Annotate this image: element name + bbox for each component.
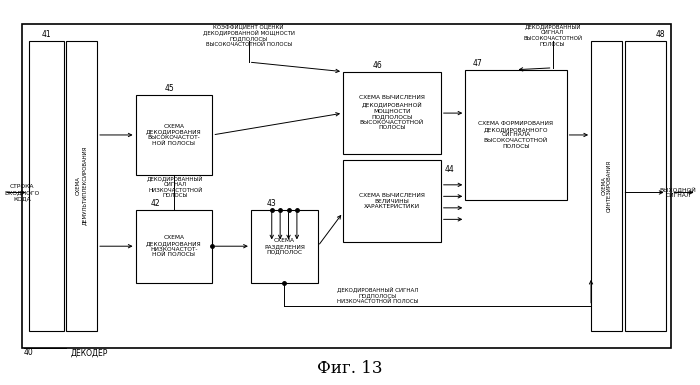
Bar [466, 70, 566, 200]
Text: ДЕКОДИРОВАННЫЙ
СИГНАЛ
ВЫСОКОЧАСТОТНОЙ
ПОЛОСЫ: ДЕКОДИРОВАННЫЙ СИГНАЛ ВЫСОКОЧАСТОТНОЙ ПО… [523, 24, 582, 47]
Text: СХЕМА
ДЕКОДИРОВАНИЯ
ВЫСОКОЧАСТОТ-
НОЙ ПОЛОСЫ: СХЕМА ДЕКОДИРОВАНИЯ ВЫСОКОЧАСТОТ- НОЙ ПО… [146, 124, 202, 146]
Bar [136, 210, 212, 283]
Text: ВЫХОДНОЙ
СИГНАЛ: ВЫХОДНОЙ СИГНАЛ [660, 187, 696, 198]
Text: ДЕКОДИРОВАННЫЙ
СИГНАЛ
НИЗКОЧАСТОТНОЙ
ПОЛОСЫ: ДЕКОДИРОВАННЫЙ СИГНАЛ НИЗКОЧАСТОТНОЙ ПОЛ… [147, 175, 204, 199]
Text: СТРОКА
ВХОДНОГО
КОДА: СТРОКА ВХОДНОГО КОДА [4, 184, 39, 201]
Bar [136, 95, 212, 175]
Text: СХЕМА
ДЕКОДИРОВАНИЯ
НИЗКОЧАСТОТ-
НОЙ ПОЛОСЫ: СХЕМА ДЕКОДИРОВАНИЯ НИЗКОЧАСТОТ- НОЙ ПОЛ… [146, 235, 202, 258]
Text: Фиг. 13: Фиг. 13 [317, 360, 383, 377]
Bar [624, 41, 666, 331]
Text: 42: 42 [151, 199, 160, 208]
Bar [591, 41, 622, 331]
Bar [29, 41, 64, 331]
Text: СХЕМА
ДЕМУЛЬТИПЛЕКСИРОВАНИЯ: СХЕМА ДЕМУЛЬТИПЛЕКСИРОВАНИЯ [76, 146, 87, 226]
Text: 48: 48 [656, 30, 666, 39]
Text: 47: 47 [473, 59, 482, 68]
Text: 44: 44 [444, 165, 454, 174]
Text: СХЕМА
СИНТЕЗИРОВАНИЯ: СХЕМА СИНТЕЗИРОВАНИЯ [601, 160, 612, 212]
Text: 41: 41 [41, 30, 51, 39]
Text: 43: 43 [266, 199, 276, 208]
Text: 40: 40 [24, 348, 34, 357]
Text: СХЕМА ВЫЧИСЛЕНИЯ
ВЕЛИЧИНЫ
ХАРАКТЕРИСТИКИ: СХЕМА ВЫЧИСЛЕНИЯ ВЕЛИЧИНЫ ХАРАКТЕРИСТИКИ [359, 193, 425, 209]
Bar [22, 24, 671, 348]
Bar [343, 72, 441, 154]
Bar [251, 210, 318, 283]
Text: СХЕМА ВЫЧИСЛЕНИЯ
ДЕКОДИРОВАННОЙ
МОЩНОСТИ
ПОДПОЛОСЫ
ВЫСОКОЧАСТОТНОЙ
ПОЛОСЫ: СХЕМА ВЫЧИСЛЕНИЯ ДЕКОДИРОВАННОЙ МОЩНОСТИ… [359, 95, 425, 131]
Text: 46: 46 [373, 61, 383, 70]
Text: СХЕМА ФОРМИРОВАНИЯ
ДЕКОДИРОВАННОГО
СИГНАЛА
ВЫСОКОЧАСТОТНОЙ
ПОЛОСЫ: СХЕМА ФОРМИРОВАНИЯ ДЕКОДИРОВАННОГО СИГНА… [478, 121, 554, 149]
Text: ДЕКОДИРОВАННЫЙ СИГНАЛ
ПОДПОЛОСЫ
НИЗКОЧАСТОТНОЙ ПОЛОСЫ: ДЕКОДИРОВАННЫЙ СИГНАЛ ПОДПОЛОСЫ НИЗКОЧАС… [337, 286, 419, 304]
Text: ДЕКОДЕР: ДЕКОДЕР [71, 348, 108, 357]
Bar [343, 160, 441, 243]
Text: КОЭФФИЦИЕНТ ОЦЕНКИ
ДЕКОДИРОВАННОЙ МОЩНОСТИ
ПОДПОЛОСЫ
ВЫСОКОЧАСТОТНОЙ ПОЛОСЫ: КОЭФФИЦИЕНТ ОЦЕНКИ ДЕКОДИРОВАННОЙ МОЩНОС… [203, 24, 295, 47]
Text: СХЕМА
РАЗДЕЛЕНИЯ
ПОДПОЛОС: СХЕМА РАЗДЕЛЕНИЯ ПОДПОЛОС [264, 238, 304, 254]
Bar [66, 41, 97, 331]
Text: 45: 45 [165, 84, 174, 93]
